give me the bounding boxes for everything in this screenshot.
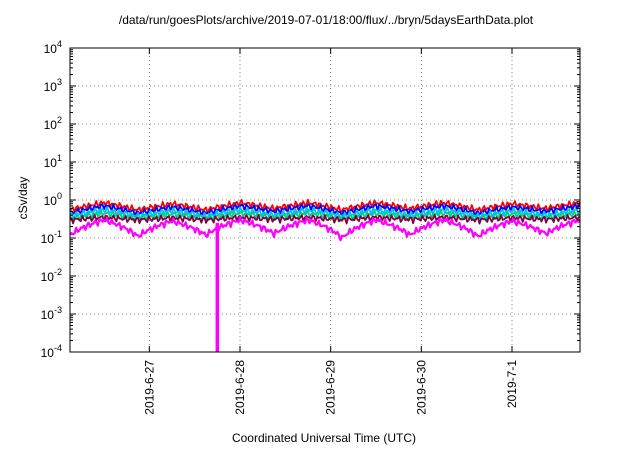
series-line [69, 213, 581, 225]
x-tick-label: 2019-6-30 [414, 360, 428, 415]
x-tick-layer: 2019-6-27 2019-6-28 2019-6-29 2019-6-30 2019… [142, 48, 519, 415]
y-tick-label: 101 [44, 153, 62, 170]
x-tick-label: 2019-7-1 [505, 360, 519, 408]
y-tick-label: 10-4 [41, 343, 62, 360]
y-tick-label: 10-1 [41, 229, 62, 246]
x-tick-label: 2019-6-27 [142, 360, 156, 415]
y-tick-label: 104 [44, 39, 62, 56]
y-tick-label: 103 [44, 77, 62, 94]
series-line [69, 215, 581, 242]
grid-layer [70, 48, 580, 352]
y-tick-label: 100 [44, 191, 62, 208]
series-layer [69, 198, 581, 242]
chart-title: /data/run/goesPlots/archive/2019-07-01/1… [119, 13, 534, 27]
y-tick-label: 10-2 [41, 267, 62, 284]
y-tick-label: 10-3 [41, 305, 62, 322]
y-tick-label: 102 [44, 115, 62, 132]
series-line [69, 206, 581, 220]
x-axis-label: Coordinated Universal Time (UTC) [232, 431, 416, 445]
x-tick-label: 2019-6-28 [233, 360, 247, 415]
x-tick-label: 2019-6-29 [324, 360, 338, 415]
y-axis-label: cSv/day [16, 177, 30, 220]
y-tick-layer: 10-4 10-3 10-2 10-1 100 101 102 103 104 [41, 39, 580, 360]
